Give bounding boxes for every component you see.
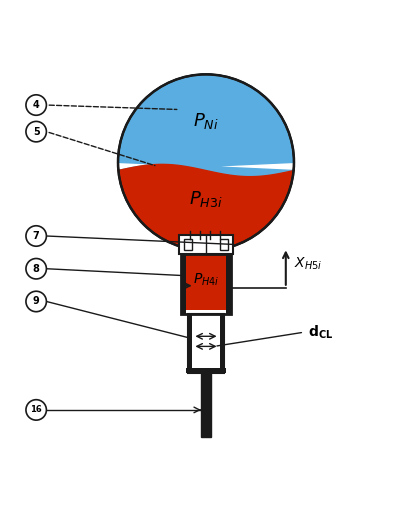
Bar (187, 314, 225, 373)
Bar (187, 314, 192, 373)
Text: 5: 5 (33, 127, 40, 136)
Circle shape (26, 95, 47, 115)
Bar (186, 254, 226, 310)
Text: $X_{H5i}$: $X_{H5i}$ (294, 255, 322, 272)
Text: $\mathbf{d_{CL}}$: $\mathbf{d_{CL}}$ (308, 324, 333, 341)
Bar (181, 254, 231, 314)
Text: 16: 16 (30, 405, 42, 415)
Bar (220, 239, 228, 250)
Text: 7: 7 (33, 231, 40, 241)
Bar (201, 373, 211, 436)
Text: 9: 9 (33, 296, 40, 307)
Bar (181, 254, 186, 314)
Bar (179, 235, 233, 254)
Circle shape (26, 121, 47, 142)
Text: 4: 4 (33, 100, 40, 110)
Circle shape (26, 258, 47, 279)
Bar (226, 254, 231, 314)
Text: $P_{Ni}$: $P_{Ni}$ (193, 111, 219, 131)
Bar (185, 368, 227, 373)
Text: 8: 8 (33, 264, 40, 273)
Text: $P_{H3i}$: $P_{H3i}$ (189, 189, 223, 209)
Bar (184, 239, 192, 250)
Circle shape (26, 226, 47, 246)
Polygon shape (118, 162, 294, 250)
Bar (220, 314, 225, 373)
Circle shape (26, 291, 47, 312)
Polygon shape (118, 74, 294, 177)
Text: $P_{H4i}$: $P_{H4i}$ (193, 271, 219, 288)
Circle shape (26, 400, 47, 420)
Wedge shape (118, 74, 294, 162)
